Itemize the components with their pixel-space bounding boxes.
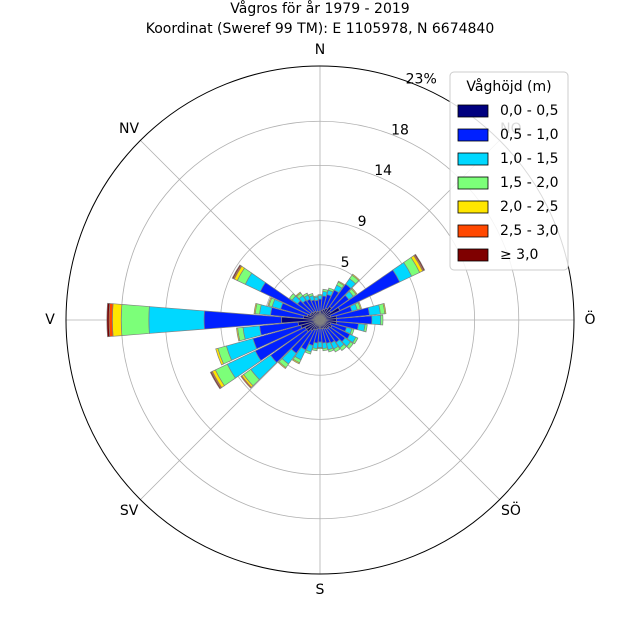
bar-dir-140-class-3 [339, 343, 347, 352]
legend-label-6: ≥ 3,0 [500, 247, 538, 263]
rose-bars [106, 253, 426, 390]
bar-dir-270-class-4 [112, 303, 123, 337]
bar-dir-310-class-3 [288, 293, 297, 301]
legend-label-4: 2,0 - 2,5 [500, 199, 558, 215]
bar-dir-350-class-3 [313, 295, 319, 298]
radial-tick-labels: 5 9 14 18 23% [341, 71, 437, 271]
bar-dir-30-class-4 [337, 280, 345, 286]
bar-dir-230-class-5 [240, 375, 252, 389]
bar-dir-60-class-6 [414, 253, 426, 272]
direction-label-2: Ö [584, 310, 595, 328]
radial-tick-3: 18 [391, 122, 409, 138]
direction-label-4: S [316, 582, 325, 598]
bar-dir-170-class-3 [322, 347, 329, 352]
bar-dir-210-class-4 [291, 358, 301, 365]
bar-dir-200-class-3 [304, 349, 312, 355]
bar-dir-90-class-3 [380, 314, 384, 326]
direction-label-7: NV [119, 121, 139, 137]
direction-label-6: V [45, 312, 55, 328]
bar-dir-190-class-3 [311, 347, 318, 352]
legend-swatch-6 [457, 248, 489, 262]
legend-box [449, 71, 569, 271]
bar-dir-100-class-3 [363, 323, 368, 333]
legend-swatch-2 [457, 152, 489, 166]
bar-dir-110-class-3 [349, 328, 355, 336]
polar-frame [65, 65, 575, 575]
bar-dir-340-class-3 [308, 292, 314, 298]
outer-circle [65, 65, 575, 575]
chart-subtitle: Koordinat (Sweref 99 TM): E 1105978, N 6… [146, 21, 495, 37]
legend-swatch-0 [457, 104, 489, 118]
direction-label-0: N [315, 42, 325, 58]
legend-swatch-5 [457, 224, 489, 238]
bar-dir-80-class-2 [367, 304, 381, 316]
grid-spoke-7 [140, 140, 321, 321]
legend-swatch-4 [457, 200, 489, 214]
bar-dir-0-class-3 [317, 294, 323, 297]
bar-dir-330-class-3 [302, 292, 309, 298]
bar-dir-240-class-6 [209, 371, 222, 390]
direction-label-5: SV [120, 503, 139, 519]
legend-swatch-1 [457, 128, 489, 142]
legend-label-5: 2,5 - 3,0 [500, 223, 558, 239]
bar-dir-80-class-4 [382, 302, 387, 315]
bar-dir-320-class-4 [295, 291, 302, 297]
legend-label-1: 0,5 - 1,0 [500, 127, 558, 143]
bar-dir-270-class-3 [120, 304, 150, 336]
legend-swatch-3 [457, 176, 489, 190]
bar-dir-290-class-4 [267, 297, 273, 307]
bar-dir-300-class-6 [231, 264, 242, 280]
bar-dir-160-class-3 [327, 347, 335, 353]
bar-dir-250-class-4 [215, 347, 224, 366]
legend-label-0: 0,0 - 0,5 [500, 103, 558, 119]
bar-dir-180-class-3 [317, 347, 323, 350]
radial-tick-2: 14 [374, 163, 392, 179]
bar-dir-40-class-4 [351, 273, 360, 282]
bar-dir-20-class-3 [327, 287, 335, 293]
grid-spoke-5 [140, 319, 321, 500]
bar-dir-280-class-4 [253, 302, 258, 315]
bar-dir-260-class-4 [236, 327, 241, 342]
radial-tick-0: 5 [341, 255, 350, 271]
bar-dir-180-class-2 [317, 341, 323, 348]
chart-title: Vågros för år 1979 - 2019 [230, 0, 409, 17]
bar-dir-50-class-4 [351, 287, 358, 295]
direction-label-3: SÖ [501, 501, 521, 519]
bar-dir-150-class-3 [333, 345, 341, 353]
bar-dir-220-class-4 [277, 361, 287, 370]
bar-dir-10-class-3 [322, 288, 329, 293]
bar-dir-70-class-4 [357, 301, 362, 310]
bar-dir-270-class-2 [148, 306, 205, 334]
legend-title: Våghöjd (m) [466, 78, 551, 95]
legend: Våghöjd (m) 0,0 - 0,5 0,5 - 1,0 1,0 - 1,5 1,… [449, 71, 569, 271]
bar-dir-270-class-6 [106, 302, 111, 338]
bar-dir-130-class-3 [346, 341, 354, 350]
bar-dir-120-class-3 [352, 336, 359, 345]
radial-tick-4: 23% [406, 71, 437, 87]
grid-spoke-3 [319, 319, 500, 500]
bar-dir-0-class-2 [317, 295, 323, 300]
bar-dir-90-class-2 [371, 314, 382, 326]
radial-tick-1: 9 [358, 214, 367, 230]
legend-label-3: 1,5 - 2,0 [500, 175, 558, 191]
legend-label-2: 1,0 - 1,5 [500, 151, 558, 167]
